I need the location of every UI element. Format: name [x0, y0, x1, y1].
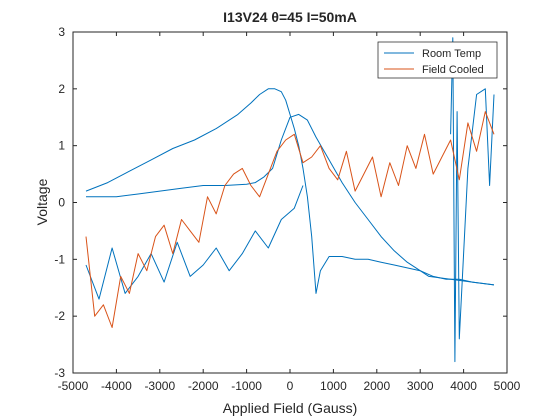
- x-tick-label: -1000: [231, 379, 262, 393]
- x-tick-label: -2000: [188, 379, 219, 393]
- legend: Room Temp Field Cooled: [377, 41, 498, 79]
- y-tick-label: 1: [58, 139, 65, 153]
- series-room-temp-noisy: [85, 185, 304, 300]
- legend-box: [377, 41, 498, 79]
- x-tick-label: 0: [287, 379, 294, 393]
- x-tick-label: 2000: [363, 379, 390, 393]
- x-tick-label: 3000: [407, 379, 434, 393]
- data-layer: [85, 37, 495, 363]
- y-tick-label: 0: [58, 196, 65, 210]
- y-tick-label: -3: [54, 366, 65, 380]
- y-tick-label: -1: [54, 252, 65, 266]
- series-field-cooled-trace: [85, 111, 495, 328]
- y-tick-label: -2: [54, 309, 65, 323]
- legend-label-room-temp: Room Temp: [422, 48, 481, 60]
- tick-layer: -5000 -4000 -3000 -2000 -1000 0 1000 2000 3000 40…: [54, 25, 520, 393]
- series-room-temp-sweep-down: [86, 113, 495, 286]
- series-room-temp-spikes: [450, 37, 495, 363]
- x-axis-label: Applied Field (Gauss): [223, 400, 358, 416]
- x-tick-label: -4000: [101, 379, 132, 393]
- x-tick-label: -5000: [58, 379, 89, 393]
- legend-label-field-cooled: Field Cooled: [422, 64, 484, 76]
- x-tick-label: 5000: [494, 379, 521, 393]
- y-axis-label: Voltage: [34, 178, 50, 225]
- x-tick-label: 4000: [450, 379, 477, 393]
- plot-area-background: [73, 32, 507, 373]
- y-tick-label: 2: [58, 82, 65, 96]
- chart-title: I13V24 θ=45 I=50mA: [223, 9, 357, 25]
- series-room-temp-sweep-up: [85, 88, 495, 294]
- x-tick-label: -3000: [144, 379, 175, 393]
- x-tick-label: 1000: [320, 379, 347, 393]
- y-tick-label: 3: [58, 25, 65, 39]
